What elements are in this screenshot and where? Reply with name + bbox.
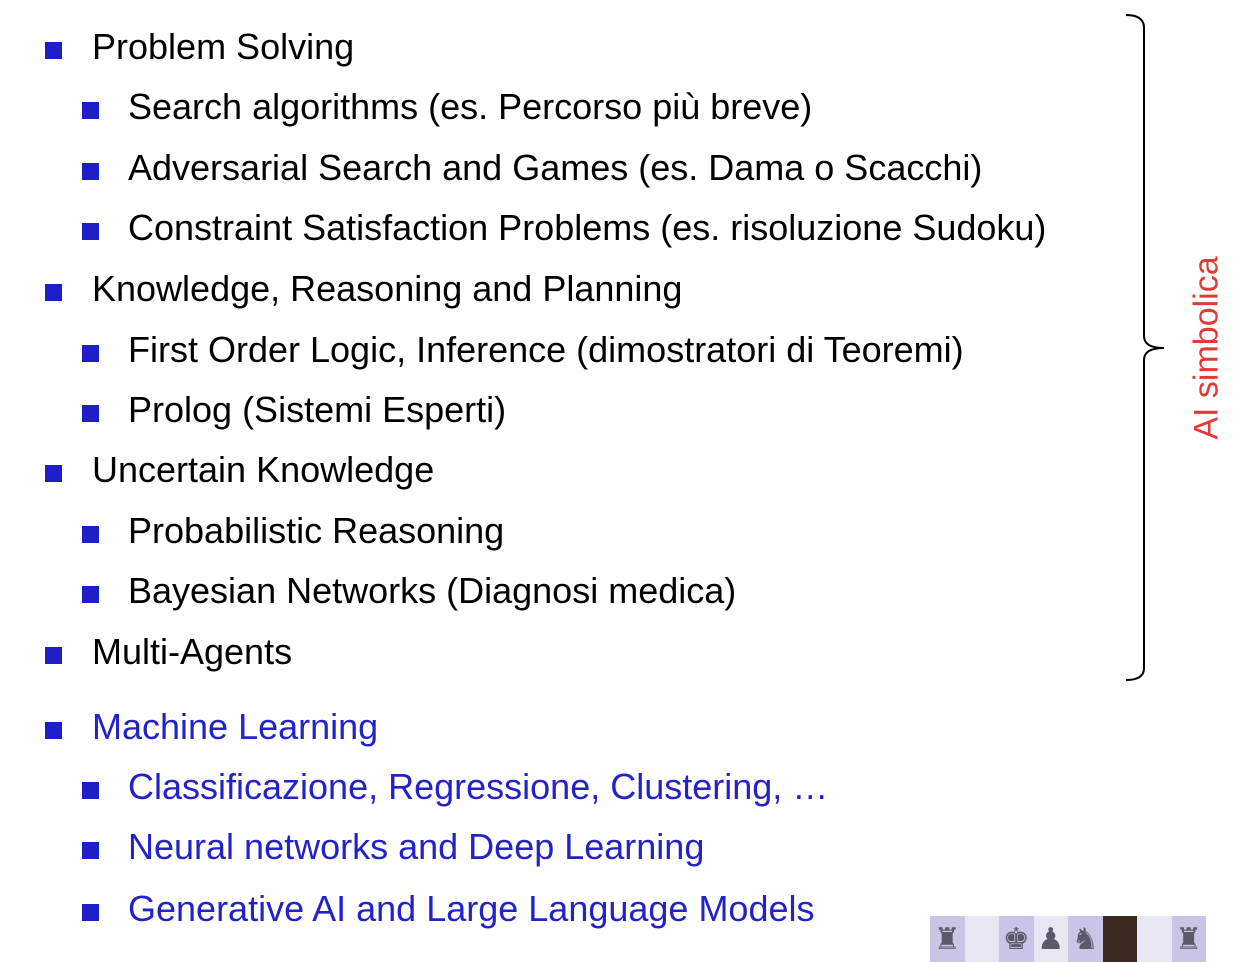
outline-subitem-text: Neural networks and Deep Learning [128,826,705,867]
square-bullet-icon [82,842,99,859]
square-bullet-icon [82,163,99,180]
outline-subitem-text: Constraint Satisfaction Problems (es. ri… [128,207,1047,248]
outline-subitem-text: First Order Logic, Inference (dimostrato… [128,329,964,370]
player-photo [1102,916,1137,962]
square-bullet-icon [82,526,99,543]
outline-subitem-text: Probabilistic Reasoning [128,510,505,551]
outline-subitem-text: Generative AI and Large Language Models [128,888,815,929]
outline-subitem-text: Bayesian Networks (Diagnosi medica) [128,570,737,611]
square-bullet-icon [45,42,62,59]
square-bullet-icon [82,102,99,119]
chess-square [964,916,999,962]
square-bullet-icon [45,722,62,739]
side-label: AI simbolica [1187,256,1226,440]
square-bullet-icon [45,284,62,301]
outline-item-text: Knowledge, Reasoning and Planning [92,268,683,309]
right-brace-icon [1125,14,1165,681]
outline-item-text: Multi-Agents [92,631,293,672]
square-bullet-icon [45,465,62,482]
square-bullet-icon [82,782,99,799]
chess-pawn-icon: ♟ [1033,916,1068,962]
outline-subitem-text: Prolog (Sistemi Esperti) [128,389,507,430]
square-bullet-icon [82,405,99,422]
outline-subitem-text: Search algorithms (es. Percorso più brev… [128,86,813,127]
chess-knight-icon: ♞ [1068,916,1103,962]
chess-rook-icon: ♜ [1171,916,1206,962]
outline-subitem-text: Classificazione, Regressione, Clustering… [128,766,829,807]
outline-item-text: Problem Solving [92,26,355,67]
square-bullet-icon [82,345,99,362]
outline-item-text: Uncertain Knowledge [92,449,435,490]
square-bullet-icon [45,647,62,664]
chess-square [1137,916,1172,962]
outline-item-text: Machine Learning [92,706,379,747]
square-bullet-icon [82,586,99,603]
chess-king-icon: ♚ [999,916,1034,962]
chess-rook-icon: ♜ [930,916,965,962]
square-bullet-icon [82,223,99,240]
outline-subitem-text: Adversarial Search and Games (es. Dama o… [128,147,983,188]
square-bullet-icon [82,904,99,921]
chess-decoration: ♜ ♚ ♟ ♞ ♜ [930,916,1206,962]
